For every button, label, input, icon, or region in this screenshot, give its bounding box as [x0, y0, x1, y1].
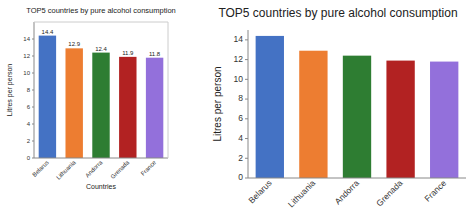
y-tick-label: 4 [27, 121, 31, 127]
y-tick-label: 6 [238, 113, 243, 123]
y-tick-label: 14 [234, 34, 244, 44]
y-tick [32, 124, 34, 125]
y-tick-label: 10 [23, 70, 30, 76]
bar [299, 51, 327, 178]
y-tick-label: 0 [27, 155, 31, 161]
y-axis-label: Litres per person [6, 64, 14, 117]
x-tick-label: Grenada [110, 159, 131, 180]
y-tick [245, 39, 248, 40]
x-tick-label: Andorra [333, 178, 362, 207]
y-tick-label: 2 [27, 138, 31, 144]
frame-top [34, 22, 168, 23]
bar [430, 62, 458, 178]
y-tick [245, 158, 248, 159]
y-tick-label: 8 [27, 87, 31, 93]
chart-title: TOP5 countries by pure alcohol consumpti… [218, 6, 457, 20]
data-label: 12.9 [68, 41, 80, 47]
bar [119, 57, 136, 158]
x-tick-label: Lithuania [286, 178, 318, 210]
y-axis-label: Litres per person [212, 66, 223, 141]
x-tick-labels: Belarus Lithuania Andorra Grenada France [246, 178, 448, 210]
bar [256, 36, 284, 178]
y-tick [32, 56, 34, 57]
x-tick-label: Grenada [374, 178, 405, 209]
bar [343, 56, 371, 178]
data-label: 11.9 [122, 50, 134, 56]
y-axis-line [248, 30, 249, 178]
y-tick-label: 0 [238, 172, 243, 182]
bar [92, 53, 109, 158]
x-tick-label: France [422, 178, 448, 204]
data-label: 12.4 [95, 46, 107, 52]
data-label: 14.4 [42, 29, 54, 35]
y-tick [245, 178, 248, 179]
y-tick [245, 79, 248, 80]
bar [65, 48, 82, 158]
y-tick [32, 73, 34, 74]
x-tick-label: France [140, 159, 158, 177]
x-tick-label: Belarus [246, 178, 273, 205]
y-tick [245, 59, 248, 60]
y-tick-label: 6 [27, 104, 31, 110]
x-axis-label: Countries [86, 183, 116, 190]
x-tick-label: Lithuania [55, 159, 77, 181]
y-tick [32, 141, 34, 142]
x-tick-labels: Belarus Lithuania Andorra Grenada France [31, 159, 157, 181]
y-tick-label: 12 [234, 54, 244, 64]
bar [39, 36, 56, 158]
y-tick [32, 39, 34, 40]
data-label: 11.8 [149, 51, 161, 57]
frame-right [168, 22, 169, 158]
panel-1: TOP5 countries by pure alcohol consumpti… [212, 6, 466, 209]
y-tick [245, 99, 248, 100]
y-tick [32, 107, 34, 108]
y-tick-label: 10 [234, 74, 244, 84]
panel-0: TOP5 countries by pure alcohol consumpti… [6, 6, 176, 190]
bars [39, 36, 164, 158]
x-axis-line [34, 158, 168, 159]
x-tick-label: Andorra [84, 159, 104, 179]
y-tick [32, 158, 34, 159]
x-axis-line [248, 178, 466, 179]
bars [256, 36, 459, 178]
y-tick [32, 90, 34, 91]
y-tick-label: 12 [23, 53, 30, 59]
chart-title: TOP5 countries by pure alcohol consumpti… [26, 6, 176, 15]
chart-canvas: TOP5 countries by pure alcohol consumpti… [0, 0, 474, 222]
y-tick-label: 4 [238, 133, 243, 143]
y-tick-label: 2 [238, 153, 243, 163]
x-tick-label: Belarus [31, 159, 50, 178]
bar [386, 61, 414, 178]
y-tick [245, 118, 248, 119]
y-tick [245, 138, 248, 139]
bar [146, 58, 163, 158]
y-tick-label: 14 [23, 36, 30, 42]
y-tick-label: 8 [238, 93, 243, 103]
